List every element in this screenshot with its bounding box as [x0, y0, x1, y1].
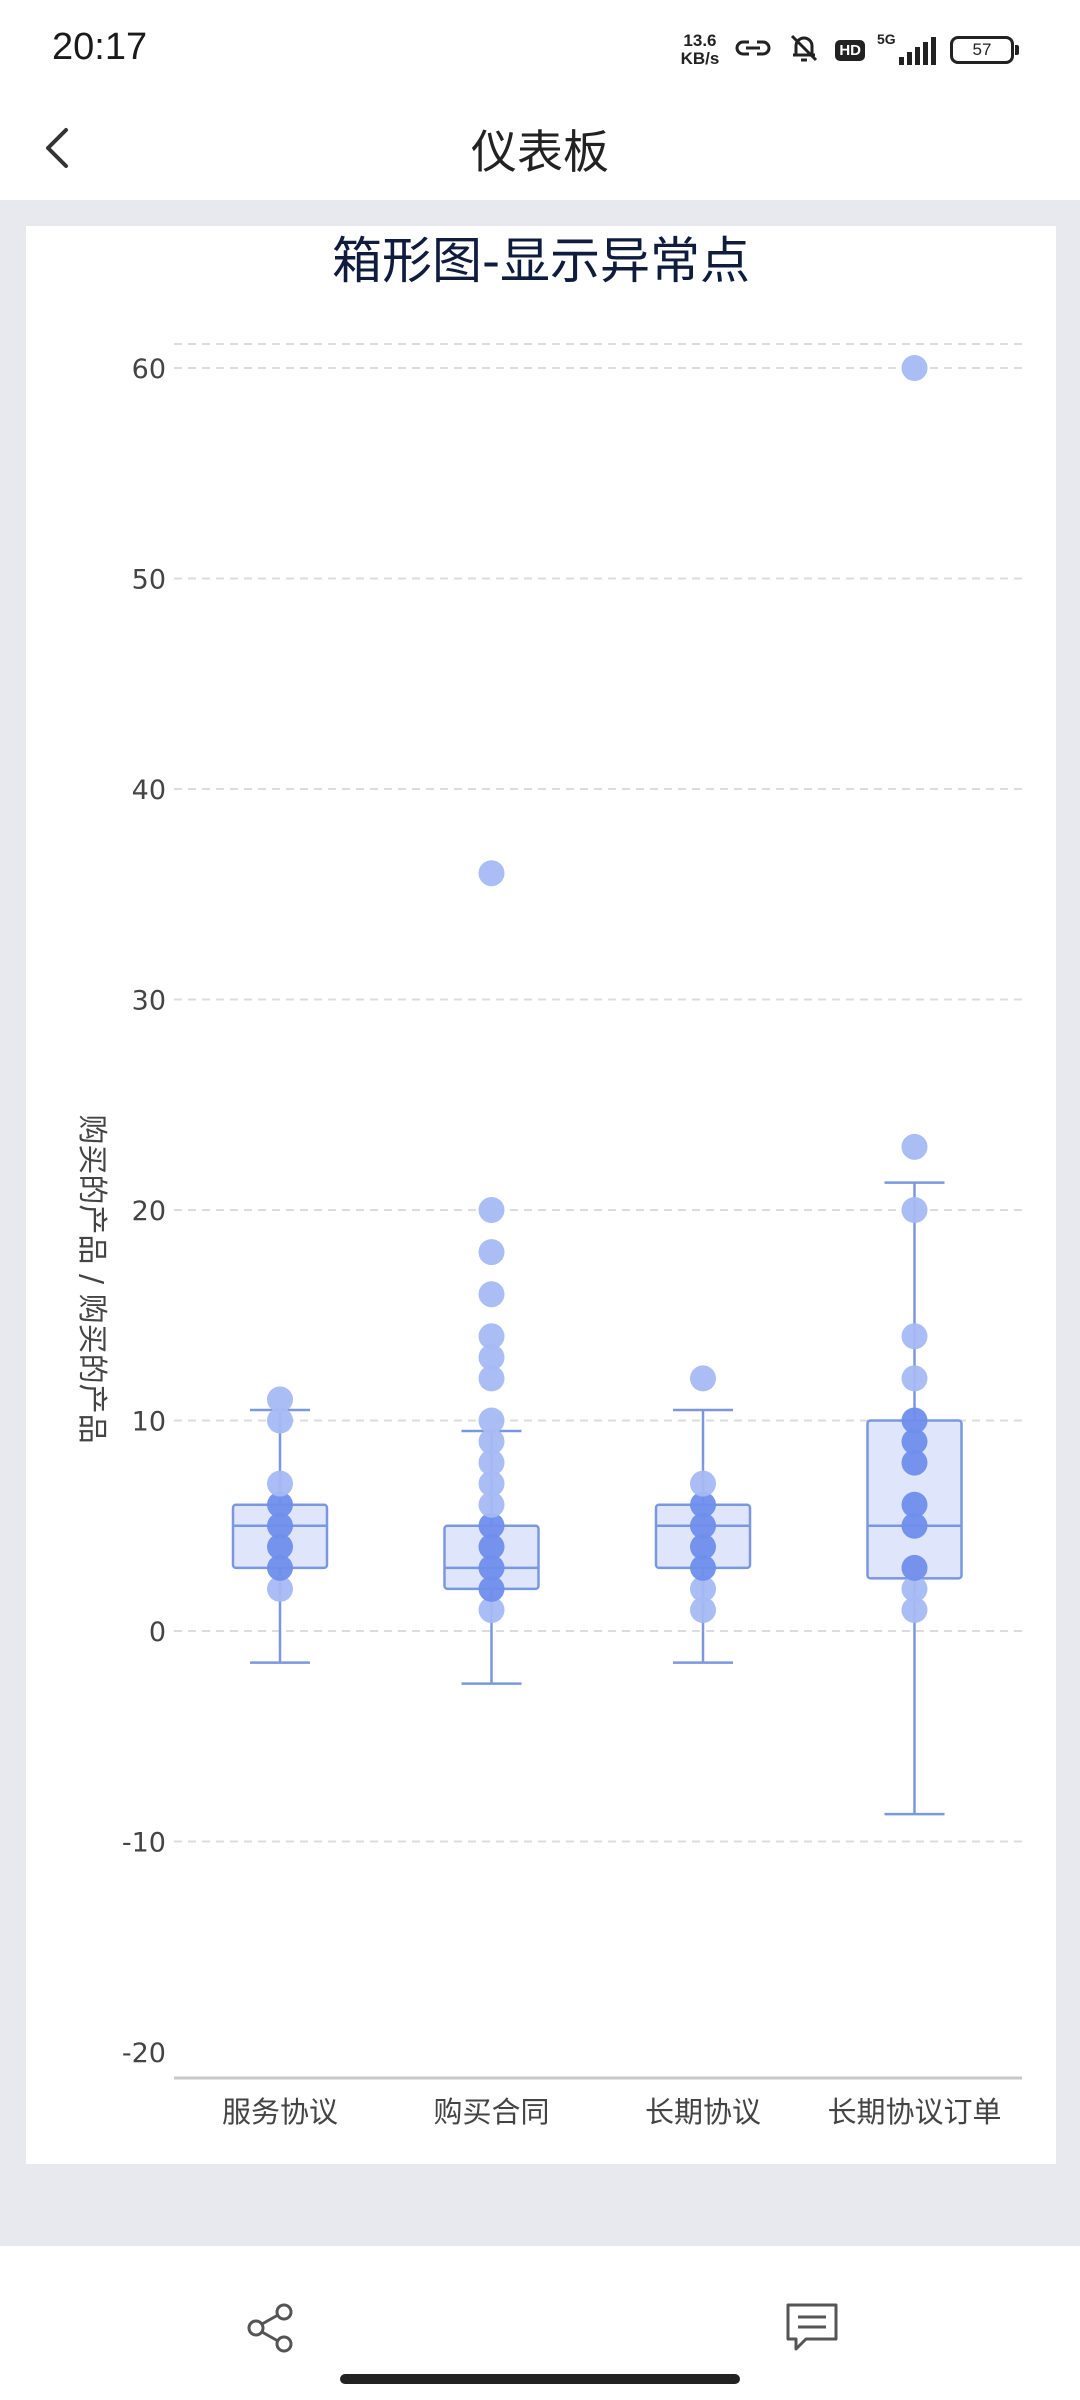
- y-tick-label: 30: [132, 986, 166, 1017]
- point-layer: [267, 355, 928, 1623]
- data-point[interactable]: [478, 1449, 505, 1476]
- outlier-point[interactable]: [478, 1407, 505, 1434]
- status-time: 20:17: [52, 26, 148, 68]
- data-point[interactable]: [267, 1407, 293, 1434]
- outlier-point[interactable]: [901, 1133, 928, 1160]
- status-icons: 13.6 KB/s HD 5G 57: [681, 28, 1019, 72]
- network-speed: 13.6 KB/s: [681, 32, 720, 68]
- data-point[interactable]: [690, 1470, 716, 1497]
- status-bar: 20:17 13.6 KB/s HD 5G 57: [0, 0, 1080, 96]
- comment-icon: [786, 2303, 838, 2351]
- data-point[interactable]: [267, 1554, 293, 1581]
- y-tick-label: 60: [132, 354, 166, 385]
- battery-icon: 57: [950, 36, 1019, 64]
- outlier-point[interactable]: [478, 1365, 505, 1392]
- data-point[interactable]: [901, 1491, 928, 1518]
- data-point[interactable]: [901, 1449, 928, 1476]
- x-tick-label: 购买合同: [433, 2095, 549, 2129]
- outlier-point[interactable]: [690, 1365, 716, 1392]
- data-point[interactable]: [901, 1512, 928, 1539]
- data-point[interactable]: [901, 1428, 928, 1455]
- data-point[interactable]: [478, 1575, 505, 1602]
- bell-muted-icon: [787, 31, 821, 69]
- share-button[interactable]: [240, 2298, 300, 2358]
- data-point[interactable]: [690, 1575, 716, 1602]
- box-layer: [231, 1181, 963, 1816]
- axis-layer: 60 50 40 30 20 10 0 -10 -20 服务协议 购买合同 长期协议 长期协议订单: [122, 354, 1022, 2129]
- network-speed-value: 13.6: [683, 31, 717, 50]
- data-point[interactable]: [690, 1596, 716, 1623]
- y-tick-label: -10: [122, 1828, 166, 1859]
- data-point[interactable]: [267, 1575, 293, 1602]
- nav-bar: 仪表板: [0, 96, 1080, 200]
- box-plot-chart: 箱形图-显示异常点 购买的产品 / 购买的产品 60 50 40 30 20 10 0 -10…: [74, 232, 1022, 2129]
- y-tick-label: 40: [132, 775, 166, 806]
- outlier-point[interactable]: [478, 1344, 505, 1371]
- data-point[interactable]: [901, 1407, 928, 1434]
- data-point[interactable]: [478, 1533, 505, 1560]
- y-axis-label: 购买的产品 / 购买的产品: [74, 1114, 109, 1443]
- data-point[interactable]: [690, 1491, 716, 1518]
- data-point[interactable]: [901, 1323, 928, 1350]
- data-point[interactable]: [478, 1512, 505, 1539]
- hd-icon: HD: [835, 39, 865, 61]
- outlier-point[interactable]: [478, 1323, 505, 1350]
- share-icon: [247, 2303, 293, 2353]
- comment-button[interactable]: [780, 2298, 844, 2358]
- y-tick-label: 0: [149, 1617, 166, 1648]
- outlier-point[interactable]: [478, 1239, 505, 1266]
- data-point[interactable]: [267, 1512, 293, 1539]
- network-speed-unit: KB/s: [680, 49, 720, 68]
- y-tick-label: 20: [132, 1196, 166, 1227]
- outlier-point[interactable]: [478, 1281, 505, 1308]
- data-point[interactable]: [478, 1554, 505, 1581]
- data-point[interactable]: [690, 1533, 716, 1560]
- data-point[interactable]: [478, 1470, 505, 1497]
- data-point[interactable]: [267, 1533, 293, 1560]
- y-tick-label: 50: [132, 565, 166, 596]
- y-tick-label: -20: [122, 2038, 166, 2069]
- outlier-point[interactable]: [478, 860, 505, 887]
- data-point[interactable]: [690, 1554, 716, 1581]
- battery-level: 57: [972, 40, 992, 59]
- data-point[interactable]: [478, 1596, 505, 1623]
- signal-icon: 5G: [877, 31, 936, 65]
- x-tick-label: 长期协议订单: [827, 2095, 1001, 2129]
- data-point[interactable]: [901, 1197, 928, 1223]
- link-icon: [733, 34, 773, 66]
- chevron-left-icon: [46, 128, 68, 168]
- y-tick-label: 10: [132, 1407, 166, 1438]
- page-title: 仪表板: [471, 125, 609, 179]
- data-point[interactable]: [901, 1575, 928, 1602]
- data-point[interactable]: [901, 1365, 928, 1392]
- chart-title: 箱形图-显示异常点: [332, 232, 750, 290]
- back-button[interactable]: [28, 118, 88, 178]
- outlier-point[interactable]: [267, 1386, 293, 1413]
- home-indicator[interactable]: [340, 2374, 740, 2384]
- data-point[interactable]: [478, 1491, 505, 1518]
- network-type: 5G: [877, 31, 896, 47]
- data-point[interactable]: [267, 1470, 293, 1497]
- grid-layer: [174, 343, 1022, 1843]
- data-point[interactable]: [901, 1596, 928, 1623]
- chart-card: 箱形图-显示异常点 购买的产品 / 购买的产品 60 50 40 30 20 10 0 -10…: [26, 226, 1056, 2164]
- data-point[interactable]: [478, 1428, 505, 1455]
- data-point[interactable]: [690, 1512, 716, 1539]
- outlier-point[interactable]: [478, 1197, 505, 1223]
- data-point[interactable]: [901, 1554, 928, 1581]
- outlier-point[interactable]: [901, 355, 928, 381]
- x-tick-label: 长期协议: [645, 2095, 761, 2129]
- x-tick-label: 服务协议: [222, 2095, 338, 2129]
- bottom-bar: [0, 2246, 1080, 2400]
- data-point[interactable]: [267, 1491, 293, 1518]
